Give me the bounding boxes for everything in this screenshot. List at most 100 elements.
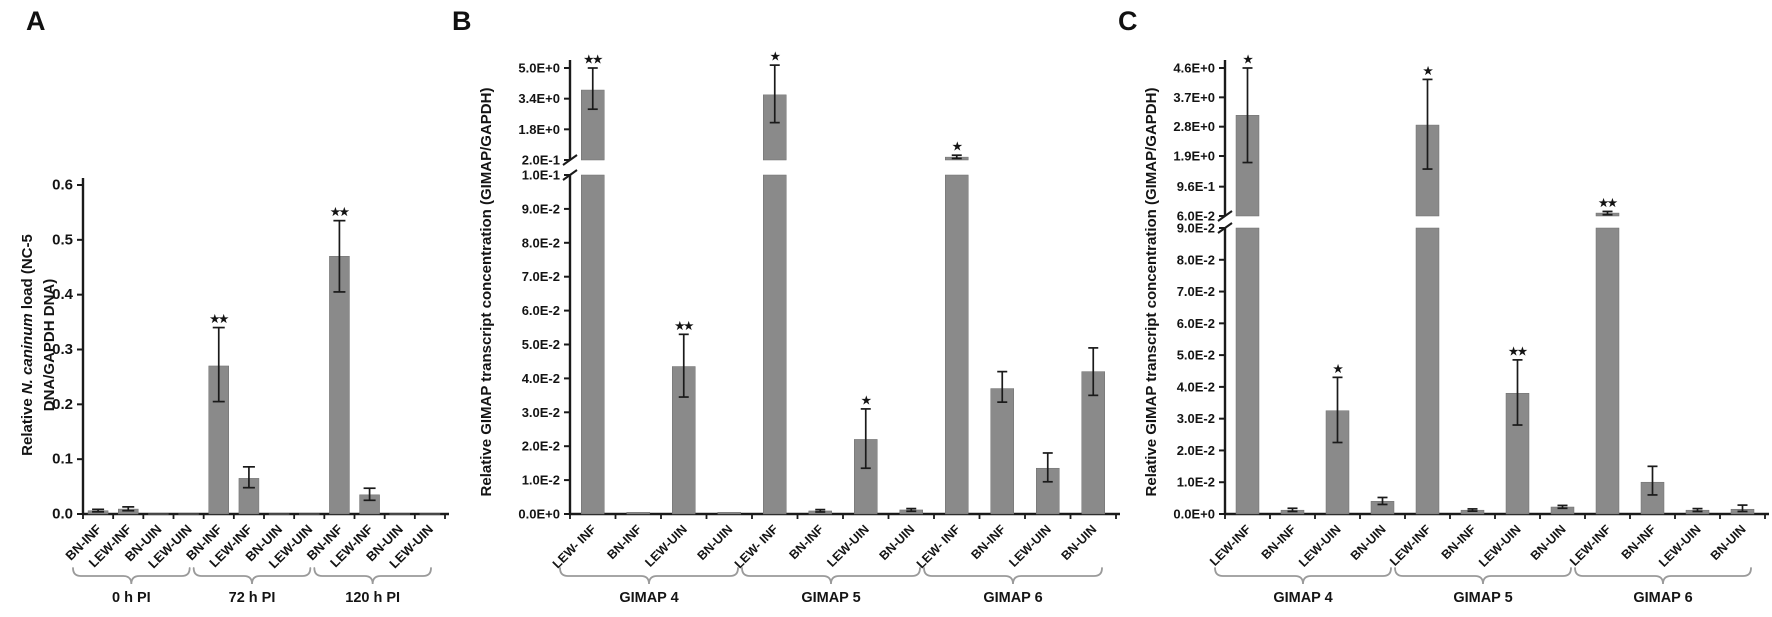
significance-marker: ★ — [952, 141, 962, 153]
y-tick-label: 0.5 — [52, 231, 73, 248]
group-bracket — [1394, 567, 1572, 585]
x-category-label: BN-INF — [1619, 522, 1659, 562]
significance-marker: ★ — [861, 395, 871, 407]
y-tick-label: 4.0E-2 — [1177, 379, 1215, 394]
group-label: GIMAP 6 — [983, 590, 1042, 606]
x-category-label: BN-UIN — [1528, 522, 1569, 563]
bar-lower-segment — [1415, 227, 1440, 515]
x-category-label: LEW- INF — [550, 522, 599, 571]
y-tick-label: 8.0E-2 — [1177, 252, 1215, 267]
group-label: GIMAP 6 — [1633, 590, 1692, 606]
group-bracket — [1574, 567, 1752, 585]
bar — [990, 388, 1014, 515]
x-category-label: LEW-INF — [1207, 522, 1254, 569]
x-category-label: BN-INF — [1439, 522, 1479, 562]
x-category-label: LEW-INF — [1387, 522, 1434, 569]
x-category-label: BN-INF — [605, 522, 645, 562]
bar — [329, 256, 350, 515]
x-category-label: BN-UIN — [1348, 522, 1389, 563]
y-tick-label: 9.6E-1 — [1177, 179, 1215, 194]
x-category-label: BN-UIN — [695, 522, 736, 563]
y-tick-label: 1.0E-2 — [522, 473, 560, 488]
y-tick-label: 5.0E-2 — [1177, 348, 1215, 363]
y-tick-label: 0.4 — [52, 286, 74, 303]
chart-panel: 0.0E+0 1.0E-2 2.0E-2 3.0E-2 4.0E-2 5.0E-2 6.0E… — [1143, 54, 1769, 606]
bar-lower-segment — [1235, 227, 1260, 515]
significance-marker: ★★ — [1509, 346, 1528, 358]
y-tick-label: 5.0E+0 — [518, 61, 560, 76]
y-tick-label: 3.4E+0 — [518, 91, 560, 106]
significance-marker: ★★ — [210, 314, 229, 326]
significance-marker: ★ — [1423, 65, 1433, 77]
y-tick-label: 7.0E-2 — [522, 269, 560, 284]
y-axis-label: Relative N. caninum load (NC-5 — [19, 234, 36, 456]
x-category-label: LEW-UIN — [824, 522, 872, 570]
group-label: 72 h PI — [229, 590, 276, 606]
panel-b-label: B — [452, 6, 472, 36]
x-category-label: BN-UIN — [1059, 522, 1100, 563]
significance-marker: ★★ — [331, 207, 350, 219]
significance-marker: ★★ — [675, 320, 694, 332]
y-tick-label: 4.0E-2 — [522, 371, 560, 386]
y-tick-label: 0.0 — [52, 506, 73, 523]
significance-marker: ★ — [1243, 54, 1253, 66]
bar-lower-segment — [763, 174, 787, 515]
y-tick-label: 7.0E-2 — [1177, 284, 1215, 299]
bar-lower-segment — [581, 174, 605, 515]
y-tick-label: 0.6 — [52, 177, 73, 194]
x-category-label: LEW-UIN — [1656, 522, 1704, 570]
bar — [626, 512, 650, 515]
y-tick-label: 2.8E+0 — [1173, 119, 1215, 134]
significance-marker: ★★ — [1599, 197, 1618, 209]
bar — [178, 513, 199, 515]
bar — [299, 513, 320, 515]
y-tick-label: 0.0E+0 — [1173, 507, 1215, 522]
y-tick-label: 6.0E-2 — [1177, 316, 1215, 331]
y-tick-label: 6.0E-2 — [1177, 209, 1215, 224]
y-tick-label: 0.2 — [52, 396, 73, 413]
bar — [717, 512, 741, 515]
group-label: GIMAP 4 — [619, 590, 678, 606]
y-tick-label: 3.0E-2 — [522, 405, 560, 420]
y-tick-label: 3.7E+0 — [1173, 90, 1215, 105]
group-bracket — [559, 567, 739, 585]
significance-marker: ★ — [770, 51, 780, 63]
bar-lower-segment — [945, 174, 969, 515]
x-category-label: BN-UIN — [877, 522, 918, 563]
group-label: GIMAP 5 — [1453, 590, 1512, 606]
y-tick-label: 0.0E+0 — [518, 507, 560, 522]
y-axis-label: Relative GIMAP transcript concentration … — [1143, 88, 1160, 497]
x-category-label: BN-UIN — [1708, 522, 1749, 563]
bar-lower-segment — [1595, 227, 1620, 515]
group-label: GIMAP 4 — [1273, 590, 1332, 606]
y-tick-label: 2.0E-1 — [522, 153, 560, 168]
group-bracket — [72, 567, 191, 585]
bar — [268, 513, 290, 515]
significance-marker: ★★ — [584, 54, 603, 66]
y-tick-label: 3.0E-2 — [1177, 411, 1215, 426]
x-category-label: LEW- INF — [914, 522, 963, 571]
y-tick-label: 8.0E-2 — [522, 235, 560, 250]
y-tick-label: 1.0E-1 — [522, 168, 560, 183]
bar — [389, 513, 410, 515]
y-tick-label: 6.0E-2 — [522, 303, 560, 318]
y-tick-label: 1.8E+0 — [518, 122, 560, 137]
y-axis-label: DNA/GAPDH DNA) — [41, 279, 58, 412]
x-category-label: BN-INF — [787, 522, 827, 562]
y-tick-label: 2.0E-2 — [522, 439, 560, 454]
y-tick-label: 9.0E-2 — [1177, 221, 1215, 236]
y-tick-label: 2.0E-2 — [1177, 443, 1215, 458]
x-category-label: LEW-UIN — [642, 522, 690, 570]
y-tick-label: 5.0E-2 — [522, 337, 560, 352]
y-tick-label: 4.6E+0 — [1173, 61, 1215, 76]
x-category-label: LEW-UIN — [1476, 522, 1524, 570]
x-category-label: BN-INF — [1259, 522, 1299, 562]
y-tick-label: 9.0E-2 — [522, 201, 560, 216]
bar — [419, 513, 441, 515]
chart-panel: 0.0E+0 1.0E-2 2.0E-2 3.0E-2 4.0E-2 5.0E-2 6.0E… — [478, 51, 1120, 606]
chart-panel: 0.00.10.20.30.40.50.6BN-INFLEW-INFBN-UIN… — [19, 177, 449, 606]
y-tick-label: 0.3 — [52, 341, 73, 358]
group-bracket — [741, 567, 921, 585]
